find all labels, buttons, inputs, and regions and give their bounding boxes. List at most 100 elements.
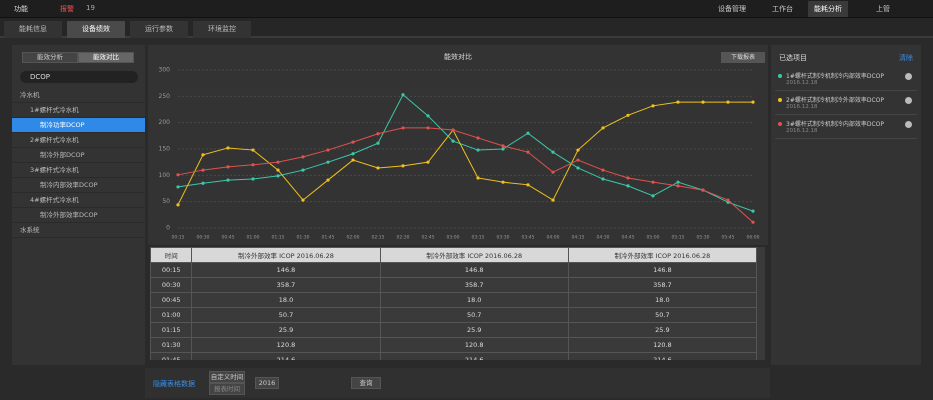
custom-time[interactable]: 自定义时间 (209, 371, 245, 383)
cell: 01:30 (150, 337, 193, 353)
cell: 01:15 (150, 322, 193, 338)
point (551, 170, 555, 174)
cell: 01:00 (150, 307, 193, 323)
y-tick-label: 50 (162, 198, 170, 205)
chart-title: 能效对比 (444, 52, 472, 61)
point (376, 141, 380, 145)
cell: 25.9 (191, 322, 381, 338)
cell: 120.8 (567, 337, 758, 353)
user[interactable]: 上管 (876, 5, 890, 13)
cell: 146.8 (379, 262, 569, 278)
tree-item[interactable]: 制冷外部效率DCOP (12, 208, 145, 223)
point (626, 184, 630, 188)
x-tick-label: 01:00 (247, 235, 260, 241)
cell: 18.0 (567, 292, 758, 308)
tree-item[interactable]: 制冷内部效率DCOP (12, 178, 145, 193)
point (701, 188, 705, 192)
x-tick-label: 00:15 (172, 235, 185, 241)
row: 01:30 120.8 120.8 120.8 (150, 337, 758, 353)
nav[interactable]: 能耗分析 (808, 1, 848, 17)
item-dot (778, 74, 782, 78)
x-tick-label: 02:45 (422, 235, 435, 241)
point (576, 148, 580, 152)
point (226, 146, 230, 150)
tree-item[interactable]: 水系统 (12, 223, 145, 238)
point (751, 209, 755, 213)
item-remove[interactable] (905, 97, 912, 104)
point (426, 126, 430, 130)
bottom-bar: 隐藏表格数据 自定义时间 报表时间 2016 查询 (145, 368, 770, 398)
cell: 25.9 (379, 322, 569, 338)
tree-item[interactable]: 2#螺杆式冷水机 (12, 133, 145, 148)
x-tick-label: 05:00 (647, 235, 660, 241)
sidebar: 能效分析 能效对比 DCOP 冷水机 1#螺杆式冷水机 制冷功率DCOP 2#螺杆式冷… (12, 45, 145, 365)
item-label: 2#螺杆式制冷机制冷外部效率DCOP (786, 97, 884, 104)
toggle[interactable]: 能效分析 (22, 52, 78, 63)
series-line (177, 93, 754, 212)
x-tick-label: 02:00 (347, 235, 360, 241)
tree-item[interactable]: 3#螺杆式冷水机 (12, 163, 145, 178)
point (476, 148, 480, 152)
row: 00:45 18.0 18.0 18.0 (150, 292, 758, 308)
menu[interactable]: 功能 (14, 5, 28, 13)
point (376, 166, 380, 170)
search[interactable]: DCOP (20, 71, 138, 83)
tree-item[interactable]: 4#螺杆式冷水机 (12, 193, 145, 208)
tree-item[interactable]: 制冷功率DCOP (12, 118, 145, 133)
point (326, 148, 330, 152)
cell: 00:15 (150, 262, 193, 278)
point (326, 160, 330, 164)
point (351, 158, 355, 162)
tree-item[interactable]: 1#螺杆式冷水机 (12, 103, 145, 118)
point (226, 178, 230, 182)
item-remove[interactable] (905, 121, 912, 128)
row: 01:15 25.9 25.9 25.9 (150, 322, 758, 338)
tab[interactable]: 环境监控 (193, 21, 251, 38)
point (501, 147, 505, 151)
divider (775, 90, 917, 91)
tab[interactable]: 运行参数 (130, 21, 188, 38)
tab-bar: 能耗信息 设备绩效 运行参数 环境监控 (0, 18, 933, 38)
point (251, 148, 255, 152)
year[interactable]: 2016 (255, 377, 279, 389)
toggle-table[interactable]: 隐藏表格数据 (153, 380, 195, 388)
download-button[interactable] (721, 52, 765, 63)
toggle[interactable]: 能效对比 (78, 52, 134, 63)
tab[interactable]: 设备绩效 (67, 21, 125, 38)
selected-panel: 已选项目 清除 1#螺杆式制冷机制冷内部效率DCOP 2016.12.18 2#螺杆… (771, 45, 921, 365)
x-tick-label: 00:30 (197, 235, 210, 241)
point (301, 198, 305, 202)
cell: 25.9 (567, 322, 758, 338)
point (276, 160, 280, 164)
row: 00:30 358.7 358.7 358.7 (150, 277, 758, 293)
point (751, 220, 755, 224)
x-tick-label: 05:30 (697, 235, 710, 241)
row: 01:45 214.6 214.6 214.6 (150, 352, 758, 360)
download-label[interactable]: 下载报表 (731, 53, 755, 61)
point (201, 153, 205, 157)
x-tick-label: 03:00 (447, 235, 460, 241)
x-tick-label: 04:45 (622, 235, 635, 241)
nav[interactable]: 设备管理 (718, 5, 746, 13)
point (251, 163, 255, 167)
x-tick-label: 05:45 (722, 235, 735, 241)
alarm[interactable]: 报警 (60, 5, 74, 13)
x-tick-label: 01:15 (272, 235, 285, 241)
item-remove[interactable] (905, 73, 912, 80)
y-tick-label: 300 (159, 67, 171, 74)
tree-item[interactable]: 冷水机 (12, 88, 145, 103)
tab[interactable]: 能耗信息 (4, 21, 62, 38)
nav[interactable]: 工作台 (772, 5, 793, 13)
point (351, 140, 355, 144)
point (276, 168, 280, 172)
column-header: 制冷外部效率 ICOP 2016.06.28 (567, 247, 758, 263)
tree-item[interactable]: 制冷外部DCOP (12, 148, 145, 163)
point (576, 158, 580, 162)
point (401, 164, 405, 168)
point (651, 194, 655, 198)
report-time[interactable]: 报表时间 (209, 383, 245, 395)
clear[interactable]: 清除 (899, 54, 913, 62)
query[interactable]: 查询 (351, 377, 381, 389)
point (401, 126, 405, 130)
series-line (177, 127, 754, 223)
